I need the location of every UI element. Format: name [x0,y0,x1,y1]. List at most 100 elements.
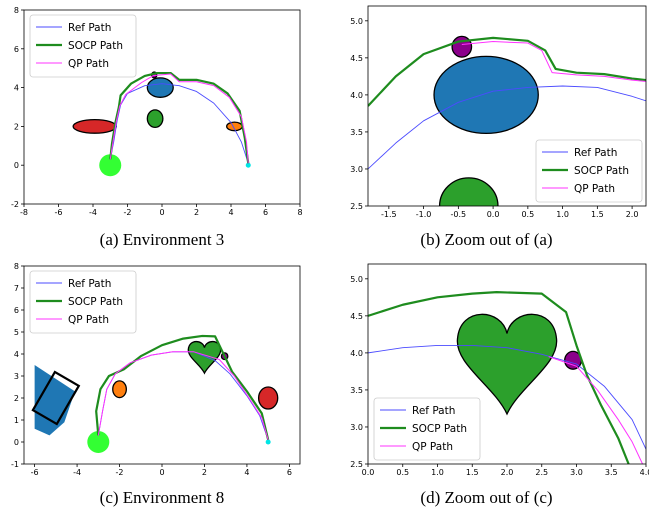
x-tick-label: 0 [159,208,164,217]
legend-label-0: Ref Path [68,22,111,34]
x-tick-label: 4.0 [640,468,649,477]
legend-box [29,14,137,78]
x-tick-label: 0.5 [521,210,534,219]
y-tick-label: 5.0 [350,17,363,26]
x-tick-label: -2 [116,468,124,477]
markers-layer [87,431,271,453]
x-tick-label: 1.0 [431,468,444,477]
x-tick-label: -8 [20,208,28,217]
caption-c: (c) Environment 8 [99,488,225,507]
legend-label-1: SOCP Path [68,40,123,52]
obstacle-2 [187,340,222,375]
x-tick-label: 0.0 [487,210,500,219]
y-tick-label: 8 [14,262,19,271]
legend-label-1: SOCP Path [574,165,629,177]
markers-layer [99,154,251,177]
obstacle-1 [146,77,174,98]
obstacles-layer [433,35,539,206]
y-tick-label: 3.5 [350,128,363,137]
legend-box [373,397,481,461]
y-tick-label: 7 [14,284,19,293]
y-tick-label: 4.5 [350,312,363,321]
obstacle-0 [34,365,75,436]
y-tick-label: 2 [14,394,19,403]
legend: Ref Path SOCP Path QP Path [535,139,643,203]
legend-label-0: Ref Path [412,405,455,417]
goal-marker [265,439,271,445]
series-line-2 [109,73,249,164]
legend: Ref Path SOCP Path QP Path [29,14,137,78]
x-tick-label: 4 [228,208,233,217]
y-tick-label: 6 [14,306,19,315]
y-tick-label: 6 [14,45,19,54]
x-tick-label: 2.0 [626,210,639,219]
x-tick-label: -1.0 [416,210,432,219]
y-tick-label: 4.0 [350,91,363,100]
panel-zoom-a: -1.5 -1.0 -0.5 0.0 0.5 1.0 1.5 2.0 2.5 3.0 3.5 4.0 4… [324,0,649,258]
x-tick-label: 4 [244,468,249,477]
obstacle-1 [112,380,127,399]
legend-label-2: QP Path [68,58,109,70]
x-tick-label: 3.5 [605,468,618,477]
chart-environment-8: -6 -4 -2 0 2 4 6 -1 0 1 2 3 4 5 6 7 8 Ref Path SOCP Path QP… [11,262,301,477]
caption-a: (a) Environment 3 [99,230,225,249]
obstacle-2 [438,177,499,206]
y-tick-label: 8 [14,6,19,15]
x-tick-label: 0.5 [396,468,409,477]
series-layer [368,36,646,170]
legend-box [535,139,643,203]
series-line-0 [368,85,646,170]
y-tick-label: 0 [14,438,19,447]
y-tick-label: -1 [11,460,19,469]
y-tick-label: 2.5 [350,202,363,211]
series-line-2 [97,351,269,440]
y-tick-label: 1 [14,416,19,425]
y-tick-label: 3 [14,372,19,381]
obstacle-0 [72,118,117,134]
series-layer [95,334,270,441]
x-tick-label: -4 [73,468,81,477]
legend: Ref Path SOCP Path QP Path [29,270,137,334]
start-marker [99,154,122,177]
legend-label-1: SOCP Path [68,296,123,308]
obstacle-0 [456,313,558,416]
caption-d: (d) Zoom out of (c) [420,488,553,507]
x-tick-label: -2 [124,208,132,217]
y-tick-label: 3.0 [350,165,363,174]
legend-label-0: Ref Path [68,278,111,290]
series-layer [109,71,250,164]
chart-zoom-a: -1.5 -1.0 -0.5 0.0 0.5 1.0 1.5 2.0 2.5 3.0 3.5 4.0 4… [350,5,647,219]
y-tick-label: 2 [14,122,19,131]
obstacles-layer [72,71,243,134]
obstacle-2 [146,109,164,129]
x-tick-label: 2 [194,208,199,217]
x-tick-label: 2.0 [501,468,514,477]
x-tick-label: -6 [31,468,39,477]
obstacle-0-frame [31,370,81,426]
series-line-2 [461,41,646,83]
series-line-0 [368,345,646,450]
caption-b: (b) Zoom out of (a) [420,230,553,249]
x-tick-label: 1.5 [591,210,604,219]
y-tick-label: 2.5 [350,460,363,469]
x-tick-label: 2.5 [535,468,548,477]
y-tick-label: 4.5 [350,54,363,63]
legend-label-2: QP Path [412,441,453,453]
panel-zoom-c: 0.0 0.5 1.0 1.5 2.0 2.5 3.0 3.5 4.0 2.5 3.0 3.5 4.0 4… [324,258,649,516]
x-tick-label: 1.0 [556,210,569,219]
goal-marker [245,162,251,168]
y-tick-label: -2 [11,200,19,209]
legend: Ref Path SOCP Path QP Path [373,397,481,461]
legend-box [29,270,137,334]
x-tick-label: -4 [89,208,97,217]
series-line-1 [368,36,646,107]
plot-frame [367,5,647,207]
legend-label-0: Ref Path [574,147,617,159]
y-tick-label: 4 [14,350,19,359]
x-tick-label: 0.0 [362,468,375,477]
x-tick-label: -0.5 [451,210,467,219]
y-tick-label: 3.5 [350,386,363,395]
series-line-2 [548,356,643,464]
y-tick-label: 3.0 [350,423,363,432]
x-tick-label: -6 [55,208,63,217]
